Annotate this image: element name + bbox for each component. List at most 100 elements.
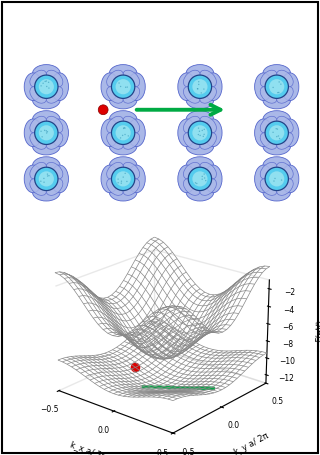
Ellipse shape xyxy=(24,73,42,101)
Circle shape xyxy=(44,130,45,131)
Ellipse shape xyxy=(30,179,47,195)
Circle shape xyxy=(265,121,288,145)
Circle shape xyxy=(44,81,46,82)
Circle shape xyxy=(278,135,279,136)
Ellipse shape xyxy=(260,132,277,149)
Circle shape xyxy=(203,88,204,90)
Circle shape xyxy=(269,125,284,141)
Ellipse shape xyxy=(123,116,140,133)
Ellipse shape xyxy=(109,91,137,109)
Ellipse shape xyxy=(24,119,42,147)
Ellipse shape xyxy=(281,119,299,147)
Ellipse shape xyxy=(276,116,293,133)
Circle shape xyxy=(198,84,199,85)
Circle shape xyxy=(43,178,44,179)
Circle shape xyxy=(43,82,44,84)
Ellipse shape xyxy=(107,179,124,195)
Ellipse shape xyxy=(276,70,293,87)
Circle shape xyxy=(39,171,54,187)
Ellipse shape xyxy=(186,137,214,155)
Circle shape xyxy=(202,130,203,131)
Ellipse shape xyxy=(33,91,60,109)
Circle shape xyxy=(192,171,208,187)
Circle shape xyxy=(188,121,212,145)
Circle shape xyxy=(278,92,279,93)
Ellipse shape xyxy=(204,119,222,147)
Circle shape xyxy=(48,175,50,177)
Circle shape xyxy=(116,125,131,141)
Ellipse shape xyxy=(186,91,214,109)
Ellipse shape xyxy=(183,162,200,179)
Ellipse shape xyxy=(46,132,63,149)
Ellipse shape xyxy=(101,73,119,101)
Circle shape xyxy=(269,79,284,94)
Ellipse shape xyxy=(186,183,214,201)
Circle shape xyxy=(40,181,42,182)
Ellipse shape xyxy=(276,86,293,103)
Circle shape xyxy=(124,127,125,128)
Ellipse shape xyxy=(24,165,42,193)
X-axis label: k_x a/ 2π: k_x a/ 2π xyxy=(69,440,107,455)
Ellipse shape xyxy=(200,162,216,179)
Ellipse shape xyxy=(204,73,222,101)
Circle shape xyxy=(198,127,199,129)
Ellipse shape xyxy=(128,119,145,147)
Ellipse shape xyxy=(200,86,216,103)
Circle shape xyxy=(116,171,131,187)
Circle shape xyxy=(277,128,278,130)
Circle shape xyxy=(276,136,277,137)
Circle shape xyxy=(204,134,205,135)
Circle shape xyxy=(197,88,198,89)
Ellipse shape xyxy=(263,65,291,82)
Y-axis label: k_y a/ 2π: k_y a/ 2π xyxy=(233,431,270,455)
Circle shape xyxy=(278,81,280,83)
Circle shape xyxy=(117,182,119,183)
Circle shape xyxy=(125,86,126,88)
Ellipse shape xyxy=(183,70,200,87)
Ellipse shape xyxy=(123,162,140,179)
Circle shape xyxy=(202,178,203,180)
Circle shape xyxy=(46,81,47,82)
Circle shape xyxy=(116,79,131,94)
Circle shape xyxy=(42,136,43,137)
Ellipse shape xyxy=(30,132,47,149)
Circle shape xyxy=(124,172,126,174)
Ellipse shape xyxy=(33,183,60,201)
Circle shape xyxy=(39,79,54,94)
Circle shape xyxy=(199,131,200,132)
Ellipse shape xyxy=(123,86,140,103)
Circle shape xyxy=(124,134,126,135)
Ellipse shape xyxy=(186,65,214,82)
Ellipse shape xyxy=(200,70,216,87)
Ellipse shape xyxy=(107,132,124,149)
Circle shape xyxy=(47,131,48,132)
Ellipse shape xyxy=(51,73,68,101)
Ellipse shape xyxy=(107,116,124,133)
Ellipse shape xyxy=(255,73,272,101)
Ellipse shape xyxy=(33,137,60,155)
Circle shape xyxy=(281,179,282,181)
Circle shape xyxy=(40,131,42,132)
Ellipse shape xyxy=(183,116,200,133)
Ellipse shape xyxy=(183,86,200,103)
Ellipse shape xyxy=(260,86,277,103)
Ellipse shape xyxy=(30,86,47,103)
Ellipse shape xyxy=(263,157,291,174)
Ellipse shape xyxy=(123,70,140,87)
Ellipse shape xyxy=(46,86,63,103)
Circle shape xyxy=(199,135,201,136)
Ellipse shape xyxy=(263,137,291,155)
Ellipse shape xyxy=(107,86,124,103)
Ellipse shape xyxy=(109,65,137,82)
Circle shape xyxy=(111,121,135,145)
Circle shape xyxy=(269,171,284,187)
Circle shape xyxy=(205,180,206,181)
Circle shape xyxy=(196,183,197,184)
Ellipse shape xyxy=(281,165,299,193)
Ellipse shape xyxy=(30,116,47,133)
Circle shape xyxy=(128,135,129,136)
Circle shape xyxy=(46,130,47,131)
Circle shape xyxy=(204,173,205,175)
Circle shape xyxy=(280,83,282,85)
Circle shape xyxy=(120,86,121,87)
